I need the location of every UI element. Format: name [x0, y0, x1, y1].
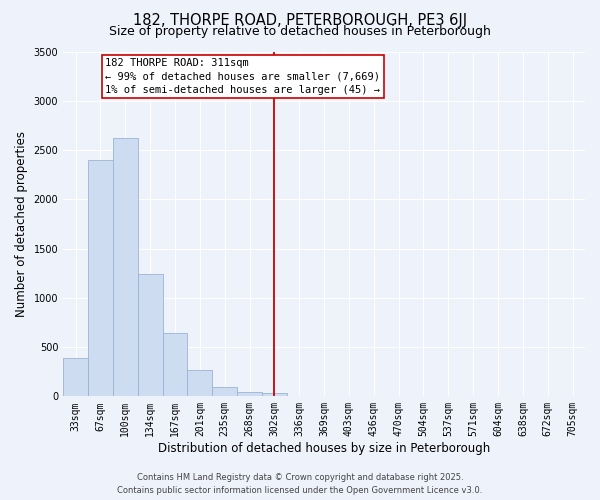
Bar	[237, 392, 262, 396]
Text: 182 THORPE ROAD: 311sqm
← 99% of detached houses are smaller (7,669)
1% of semi-: 182 THORPE ROAD: 311sqm ← 99% of detache…	[106, 58, 380, 95]
Bar	[113, 138, 138, 396]
Text: 182, THORPE ROAD, PETERBOROUGH, PE3 6JJ: 182, THORPE ROAD, PETERBOROUGH, PE3 6JJ	[133, 12, 467, 28]
Bar	[63, 358, 88, 397]
Bar	[163, 334, 187, 396]
Y-axis label: Number of detached properties: Number of detached properties	[15, 131, 28, 317]
Text: Size of property relative to detached houses in Peterborough: Size of property relative to detached ho…	[109, 25, 491, 38]
Text: Contains HM Land Registry data © Crown copyright and database right 2025.
Contai: Contains HM Land Registry data © Crown c…	[118, 474, 482, 495]
Bar	[212, 387, 237, 396]
Bar	[138, 274, 163, 396]
Bar	[187, 370, 212, 396]
Bar	[262, 393, 287, 396]
Bar	[88, 160, 113, 396]
X-axis label: Distribution of detached houses by size in Peterborough: Distribution of detached houses by size …	[158, 442, 490, 455]
